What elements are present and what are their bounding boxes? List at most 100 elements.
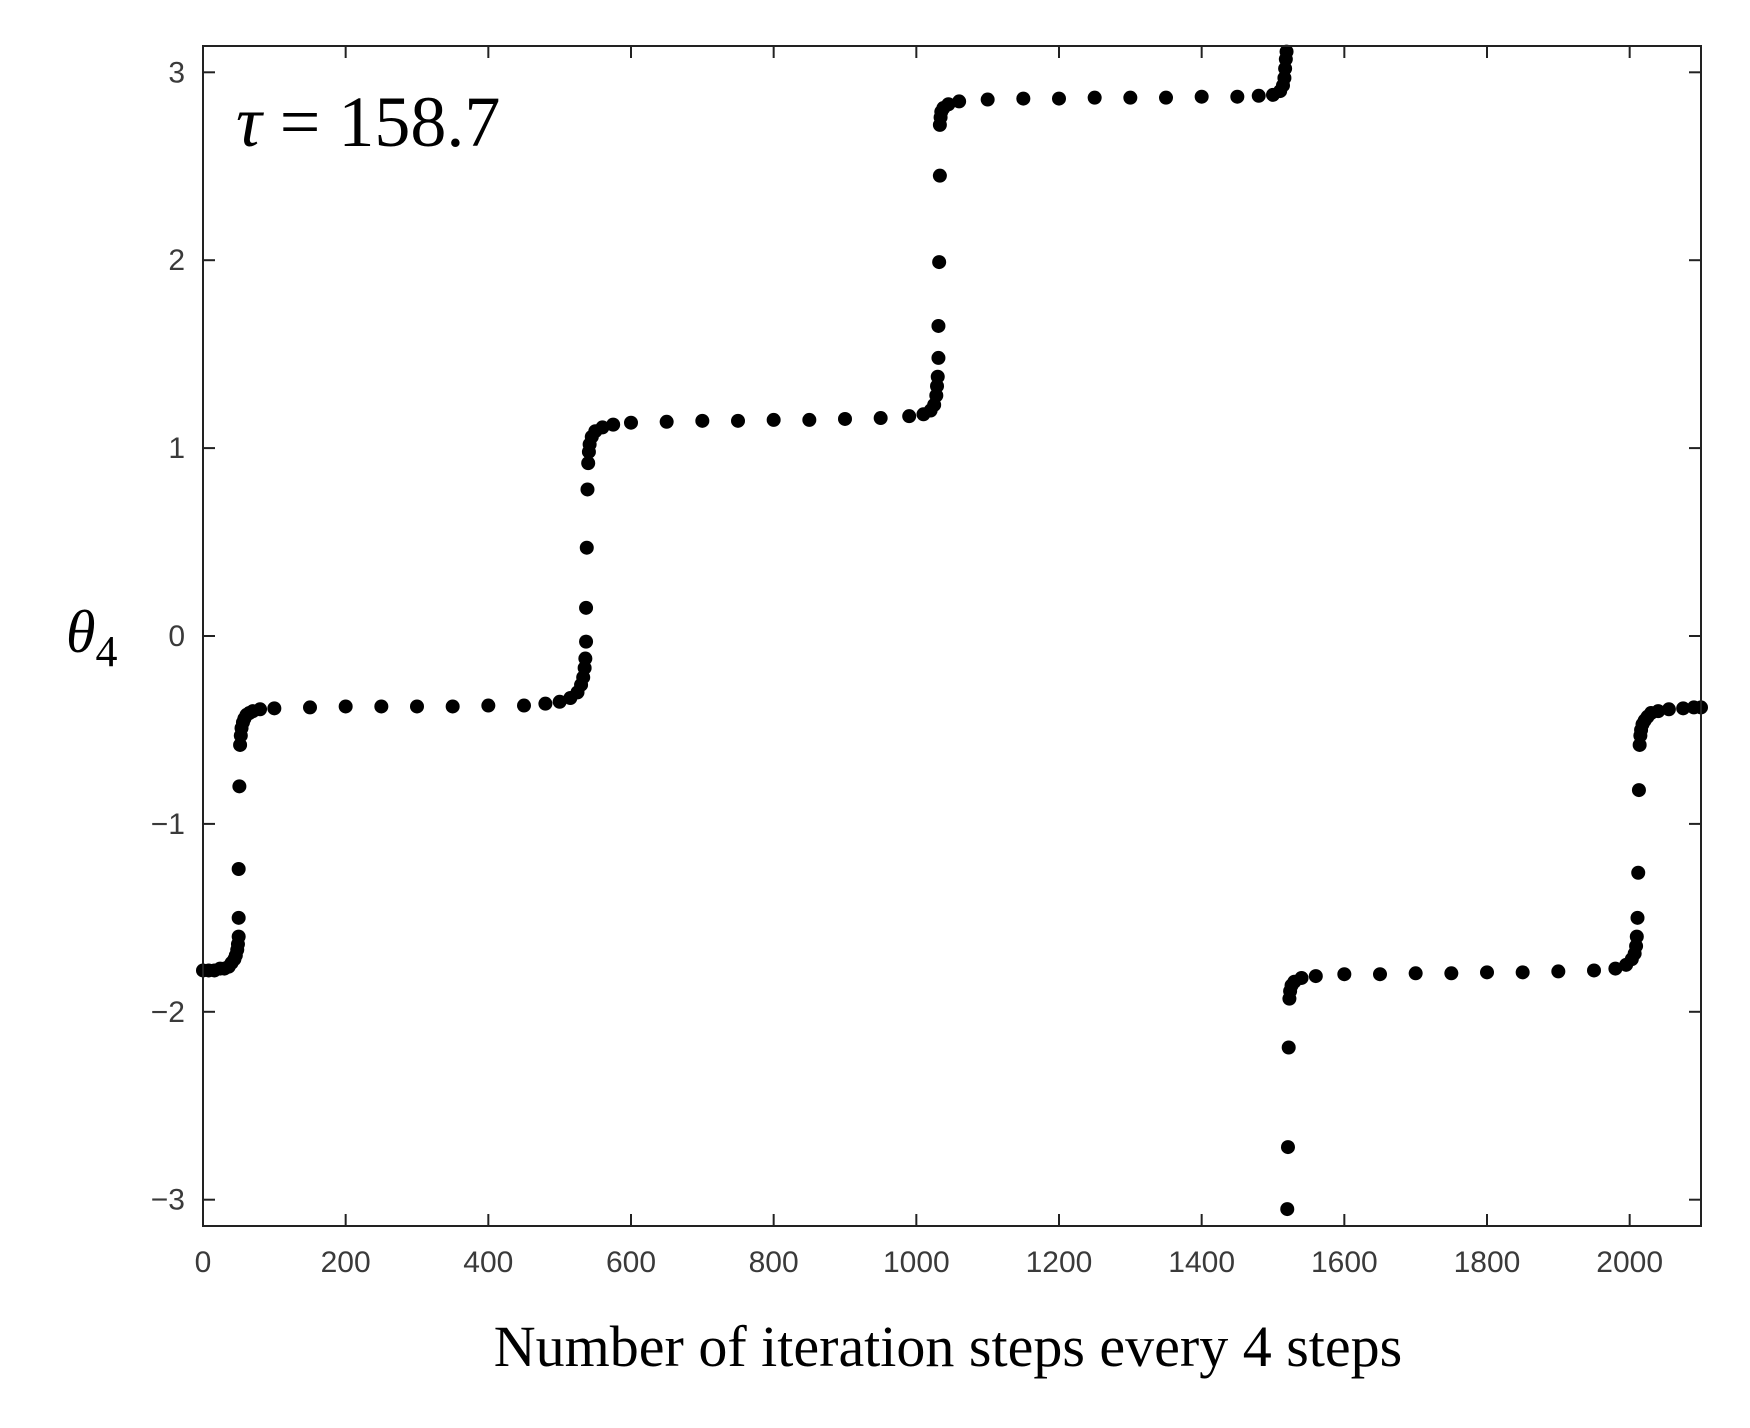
data-point	[232, 779, 247, 794]
data-point	[980, 92, 995, 107]
data-point	[931, 350, 946, 365]
data-point	[581, 456, 596, 471]
data-point	[1608, 961, 1623, 976]
data-point	[579, 600, 594, 615]
data-point	[941, 97, 956, 112]
tau-value: = 158.7	[262, 82, 501, 162]
data-point	[1408, 966, 1423, 981]
data-point	[1444, 966, 1459, 981]
data-point	[1587, 963, 1601, 978]
data-point	[873, 411, 888, 426]
x-tick-label: 800	[749, 1246, 799, 1279]
data-point	[538, 696, 553, 711]
data-point	[481, 698, 496, 713]
y-axis-label: θ4	[66, 599, 117, 676]
data-point	[1280, 1140, 1295, 1155]
y-tick-label: −1	[151, 808, 185, 841]
data-point	[1052, 91, 1066, 106]
data-point	[606, 417, 621, 432]
data-point	[1337, 967, 1352, 982]
tick-labels-group: 0 200 400 600 800 1000 1200 1400 1600 1800 2000 −3 −…	[151, 56, 1663, 1279]
data-point	[1629, 929, 1644, 944]
data-point	[267, 701, 282, 716]
y-tick-label: −2	[151, 996, 185, 1029]
x-tick-label: 2000	[1596, 1246, 1663, 1279]
data-point	[303, 700, 317, 715]
data-point	[1631, 783, 1646, 798]
plot-area	[203, 46, 1701, 1226]
data-point	[932, 168, 947, 183]
data-point	[338, 699, 353, 714]
x-tick-label: 1000	[883, 1246, 950, 1279]
data-point	[552, 694, 567, 709]
data-point	[766, 412, 781, 427]
x-tick-label: 200	[321, 1246, 371, 1279]
data-point	[1281, 1040, 1296, 1055]
data-point	[579, 540, 594, 555]
data-point	[253, 702, 268, 717]
data-point	[1515, 965, 1530, 980]
data-point	[1194, 89, 1209, 104]
data-point	[1123, 90, 1138, 105]
data-point	[838, 411, 852, 426]
data-point	[1280, 1202, 1295, 1217]
data-point	[1279, 44, 1294, 59]
data-point	[517, 698, 531, 713]
data-point	[1294, 970, 1309, 985]
data-point	[231, 861, 246, 876]
data-point	[932, 255, 947, 270]
x-tick-label: 0	[195, 1246, 212, 1279]
y-axis-label-symbol: θ	[66, 599, 95, 665]
x-tick-label: 1600	[1311, 1246, 1378, 1279]
data-point	[580, 482, 595, 497]
y-axis-label-subscript: 4	[95, 627, 117, 676]
plot-frame	[202, 45, 1702, 1227]
x-tick-label: 400	[463, 1246, 513, 1279]
x-tick-label: 1200	[1026, 1246, 1093, 1279]
data-point	[595, 420, 610, 435]
data-point	[930, 369, 945, 384]
data-point	[731, 413, 745, 428]
data-point	[1630, 910, 1645, 925]
data-point	[410, 699, 424, 714]
x-tick-label: 1400	[1168, 1246, 1235, 1279]
data-points-group	[196, 44, 1708, 1217]
data-point	[1087, 90, 1102, 105]
data-point	[1251, 88, 1266, 103]
data-point	[659, 414, 674, 429]
data-point	[1676, 701, 1691, 716]
tau-symbol: τ	[236, 82, 264, 162]
data-point	[231, 910, 246, 925]
data-point	[1230, 89, 1245, 104]
data-point	[231, 929, 246, 944]
data-point	[931, 318, 946, 333]
data-point	[1016, 91, 1031, 106]
y-tick-label: −3	[151, 1184, 185, 1217]
x-tick-label: 600	[606, 1246, 656, 1279]
tau-annotation: τ = 158.7	[236, 82, 500, 162]
data-point	[952, 94, 967, 109]
data-point	[1651, 704, 1666, 719]
data-point	[445, 699, 460, 714]
data-point	[1308, 969, 1323, 984]
data-point	[695, 413, 710, 428]
ticks-group	[202, 46, 1701, 1226]
data-point	[1661, 702, 1676, 717]
data-point	[1480, 965, 1494, 980]
data-point	[802, 412, 817, 427]
x-axis-label: Number of iteration steps every 4 steps	[494, 1314, 1402, 1379]
data-point	[1373, 967, 1387, 982]
y-tick-label: 0	[168, 620, 185, 653]
y-tick-label: 3	[168, 56, 185, 89]
x-tick-label: 1800	[1454, 1246, 1521, 1279]
data-point	[374, 699, 389, 714]
y-tick-label: 2	[168, 244, 185, 277]
data-point	[624, 415, 638, 430]
data-point	[579, 634, 594, 649]
data-point	[578, 651, 593, 666]
data-point	[1159, 90, 1173, 105]
data-point	[1631, 865, 1646, 880]
y-tick-label: 1	[168, 432, 185, 465]
data-point	[1551, 964, 1566, 979]
